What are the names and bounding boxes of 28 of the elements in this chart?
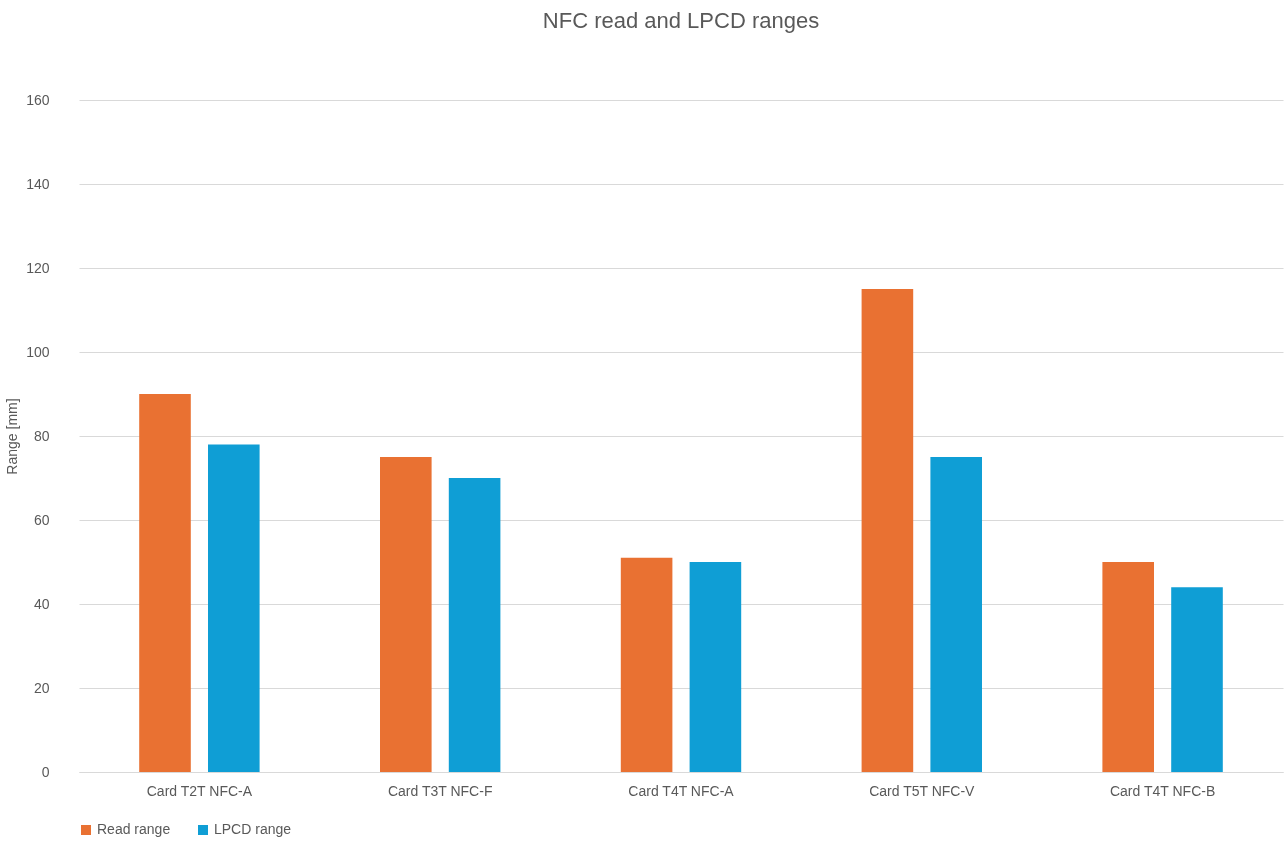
y-tick-label: 20 [33,679,50,696]
bar [620,557,673,772]
y-tick-label: 160 [26,91,50,108]
x-tick-label: Card T4T NFC-B [1109,782,1216,799]
y-tick-label: 100 [26,343,50,360]
y-tick-label: 40 [33,595,50,612]
x-tick-label: Card T2T NFC-A [146,782,253,799]
y-tick-label: 80 [33,427,50,444]
bar [380,457,432,772]
bar [1102,562,1154,772]
y-tick-label: 60 [33,511,50,528]
chart-title: NFC read and LPCD ranges [542,8,820,33]
bar [208,444,260,772]
legend-label: Read range [97,821,171,837]
y-tick-label: 140 [26,175,50,192]
x-tick-label: Card T5T NFC-V [869,782,976,799]
y-tick-label: 0 [41,763,50,780]
bar [1171,587,1223,772]
y-tick-label: 120 [26,259,50,276]
x-tick-label: Card T3T NFC-F [387,782,493,799]
bar [861,289,914,772]
bar [930,457,982,772]
x-tick-label: Card T4T NFC-A [628,782,735,799]
bar [448,478,501,772]
bar [139,394,191,772]
y-axis-title: Range [mm] [4,398,21,475]
legend-label: LPCD range [214,821,292,837]
bar [689,562,742,772]
